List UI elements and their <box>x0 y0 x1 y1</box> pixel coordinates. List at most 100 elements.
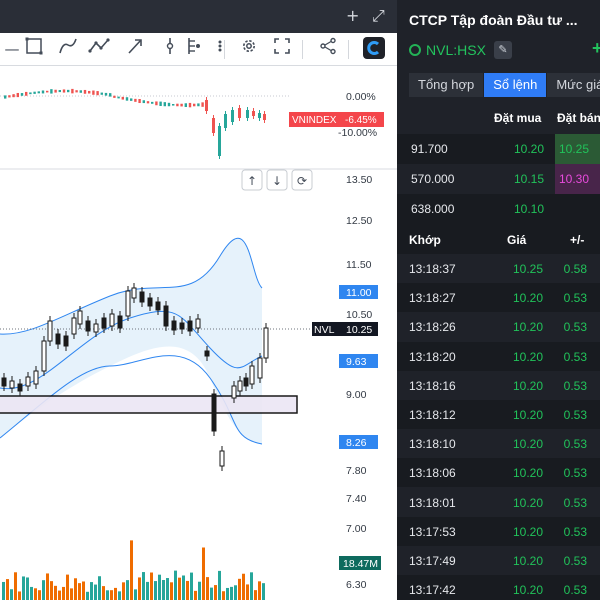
index-candle <box>54 89 57 93</box>
volume-bar <box>198 581 201 600</box>
price-candle <box>47 320 53 342</box>
orderbook-row[interactable]: 638.000 10.10 <box>397 194 600 224</box>
index-candle <box>25 91 28 96</box>
edit-icon[interactable]: ✎ <box>493 41 512 59</box>
path-tool-icon[interactable] <box>88 37 112 61</box>
price-axis-label: 9.00 <box>346 389 367 401</box>
trade-row: 13:18:12 10.20 0.53 <box>397 400 600 429</box>
index-candle <box>263 114 266 120</box>
price-candle <box>109 313 115 327</box>
trade-time: 13:18:27 <box>409 291 456 306</box>
price-axis-label: 6.30 <box>346 579 367 591</box>
rectangle-tool-icon[interactable] <box>22 37 46 61</box>
orderbook-volume: 91.700 <box>411 142 448 156</box>
price-candle <box>55 333 61 345</box>
tab-muc-gia[interactable]: Mức giá <box>547 73 600 97</box>
fullscreen-icon[interactable] <box>270 37 294 61</box>
price-axis-label: 7.40 <box>346 493 367 505</box>
volume-bar <box>70 588 73 600</box>
price-candle <box>163 305 169 327</box>
price-candle <box>33 370 39 385</box>
volume-bar <box>10 589 13 600</box>
orderbook-ask-price[interactable]: 10.30 <box>555 164 600 194</box>
volume-bar <box>258 581 261 600</box>
index-candle <box>12 94 15 98</box>
trades-price-header: Giá <box>507 233 527 247</box>
volume-bar <box>238 578 241 600</box>
volume-bar <box>142 572 145 600</box>
trade-price: 10.20 <box>512 524 543 539</box>
expand-icon[interactable]: ⤢ <box>372 6 385 25</box>
more-tools-icon[interactable] <box>208 37 232 61</box>
price-candle <box>117 315 123 329</box>
tab-so-lenh[interactable]: Sổ lệnh <box>484 73 547 97</box>
price-candle <box>195 318 201 329</box>
price-candle <box>131 287 137 299</box>
orderbook-ask-price[interactable]: 10.25 <box>555 134 600 164</box>
volume-bar <box>146 581 149 600</box>
price-axis: 0.00% -10.00% 13.50 12.50 11.50 10.50 9.00 7.80… <box>338 91 377 591</box>
line-tool-icon[interactable]: — <box>4 40 20 58</box>
price-candle <box>187 320 193 332</box>
trade-price: 10.20 <box>512 583 543 598</box>
trade-row: 13:18:06 10.20 0.53 <box>397 458 600 488</box>
price-range-tool-icon[interactable] <box>158 37 182 61</box>
vnindex-tag-value: -6.45% <box>345 115 377 126</box>
volume-bar <box>66 574 69 600</box>
orderbook-bid-price[interactable]: 10.15 <box>513 172 544 186</box>
orderbook-ask-price[interactable] <box>555 194 600 224</box>
add-watchlist-icon[interactable]: + <box>592 38 600 58</box>
index-candle <box>155 101 158 106</box>
index-candle <box>121 96 124 100</box>
index-candle <box>258 113 261 118</box>
price-candle <box>85 320 91 332</box>
add-chart-icon[interactable]: + <box>346 6 360 25</box>
volume-bar <box>218 570 221 600</box>
volume-bar <box>74 578 77 600</box>
vnindex-pane <box>0 88 290 159</box>
arrow-tool-icon[interactable] <box>124 37 148 61</box>
tab-tong-hop[interactable]: Tổng hợp <box>409 73 484 97</box>
upper-band-label: 11.00 <box>346 287 372 299</box>
chart-labels: VNINDEX -6.45% ↑ ↓ ⟳ 11.00 NVL 10.25 9.63 8.26 18.… <box>241 112 384 570</box>
index-candle <box>29 92 32 95</box>
orderbook-bid-price[interactable]: 10.10 <box>513 202 544 216</box>
trade-price: 10.25 <box>512 262 543 276</box>
index-candle <box>4 95 7 99</box>
index-candle <box>201 102 204 107</box>
orderbook-bid-header: Đặt mua <box>494 111 542 125</box>
brand-logo-icon[interactable] <box>362 37 386 61</box>
orderbook-row[interactable]: 570.000 10.15 10.30 <box>397 164 600 194</box>
trade-row: 13:17:49 10.20 0.53 <box>397 546 600 575</box>
trade-price: 10.20 <box>512 466 543 481</box>
volume-bar <box>30 586 33 600</box>
trade-price: 10.20 <box>512 349 543 364</box>
volume-bar <box>134 589 137 600</box>
ticker-symbol[interactable]: NVL:HSX <box>426 42 486 58</box>
trade-row: 13:18:16 10.20 0.53 <box>397 371 600 400</box>
orderbook-bid-price[interactable]: 10.20 <box>513 142 544 156</box>
price-axis-label: 13.50 <box>346 174 372 186</box>
price-candle <box>63 335 69 347</box>
price-candle <box>77 310 83 325</box>
trade-change: 0.53 <box>563 495 587 510</box>
price-candle <box>249 365 255 385</box>
volume-bar <box>78 583 81 600</box>
index-candle <box>205 100 208 111</box>
fib-tool-icon[interactable] <box>182 37 206 61</box>
share-icon[interactable] <box>316 37 340 61</box>
orderbook-row[interactable]: 91.700 10.20 10.25 <box>397 134 600 164</box>
brush-tool-icon[interactable] <box>56 37 80 61</box>
price-candle <box>71 317 77 335</box>
volume-bar <box>210 587 213 600</box>
price-axis-label: 12.50 <box>346 215 372 227</box>
price-chart[interactable]: 0.00% -10.00% 13.50 12.50 11.50 10.50 9.00 7.80… <box>0 66 397 600</box>
trade-change: 0.53 <box>563 408 587 422</box>
volume-bar <box>58 590 61 600</box>
volume-bar <box>14 572 17 600</box>
volume-bar <box>114 587 117 600</box>
trade-price: 10.20 <box>512 495 543 510</box>
gear-icon[interactable] <box>237 37 261 61</box>
index-candle <box>37 91 40 94</box>
price-candle <box>101 317 107 329</box>
